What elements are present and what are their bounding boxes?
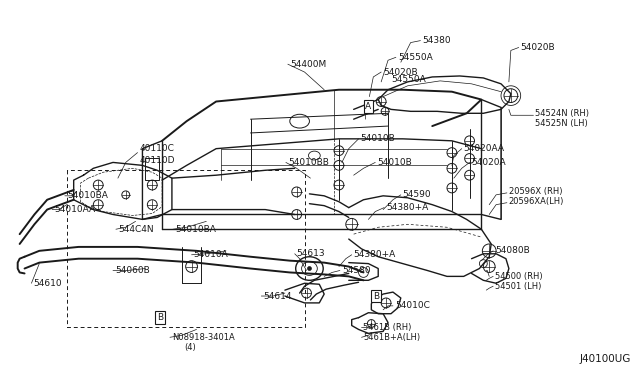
- Text: 54550A: 54550A: [391, 76, 426, 84]
- Text: 54020B: 54020B: [521, 43, 556, 52]
- Text: A: A: [365, 102, 371, 111]
- Text: 54380+A: 54380+A: [354, 250, 396, 259]
- Text: 54010B: 54010B: [377, 158, 412, 167]
- Text: 54500 (RH): 54500 (RH): [495, 272, 543, 281]
- Text: 54010BA: 54010BA: [67, 191, 108, 201]
- Text: 54010C: 54010C: [395, 301, 430, 310]
- Text: 5461B+A(LH): 5461B+A(LH): [364, 333, 420, 342]
- Text: B: B: [157, 313, 163, 322]
- Text: 54060B: 54060B: [115, 266, 150, 275]
- Text: 54614: 54614: [263, 292, 292, 301]
- Text: 5461B (RH): 5461B (RH): [364, 323, 412, 332]
- Text: B: B: [373, 292, 380, 301]
- Text: 54010A: 54010A: [193, 250, 228, 259]
- Text: 54020A: 54020A: [472, 158, 506, 167]
- Text: 54550A: 54550A: [398, 53, 433, 62]
- Text: 54525N (LH): 54525N (LH): [536, 119, 588, 128]
- Text: 54080B: 54080B: [495, 246, 530, 255]
- Text: 54380: 54380: [422, 36, 451, 45]
- Text: 54610: 54610: [33, 279, 62, 288]
- Text: 54010BB: 54010BB: [288, 158, 329, 167]
- Text: 54020B: 54020B: [383, 68, 418, 77]
- Text: J40100UG: J40100UG: [580, 354, 631, 364]
- Text: 54524N (RH): 54524N (RH): [536, 109, 589, 118]
- Text: 54613: 54613: [297, 249, 325, 258]
- Text: 54580: 54580: [342, 266, 371, 275]
- Text: 40110D: 40110D: [140, 156, 175, 165]
- Text: 54380+A: 54380+A: [386, 203, 428, 212]
- Circle shape: [307, 267, 312, 270]
- Text: 54010BA: 54010BA: [175, 225, 216, 234]
- Text: 54010AA: 54010AA: [54, 205, 95, 214]
- Text: 20596XA(LH): 20596XA(LH): [509, 197, 564, 206]
- Text: N08918-3401A: N08918-3401A: [172, 333, 235, 342]
- Bar: [145, 158, 159, 180]
- Text: 54501 (LH): 54501 (LH): [495, 282, 541, 291]
- Text: 20596X (RH): 20596X (RH): [509, 187, 563, 196]
- Text: (4): (4): [185, 343, 196, 352]
- Text: 54020AA: 54020AA: [464, 144, 505, 153]
- Text: 54400M: 54400M: [290, 60, 326, 69]
- Text: 544C4N: 544C4N: [118, 225, 154, 234]
- Text: 40110C: 40110C: [140, 144, 174, 153]
- Text: 54590: 54590: [403, 190, 431, 199]
- Text: 54010B: 54010B: [360, 134, 396, 143]
